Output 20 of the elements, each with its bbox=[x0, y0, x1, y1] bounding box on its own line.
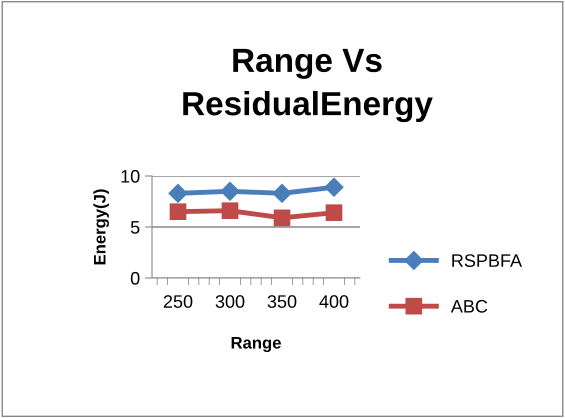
y-tick-label: 10 bbox=[121, 170, 140, 183]
y-tick-label: 0 bbox=[130, 272, 140, 285]
x-tick-label: 250 bbox=[164, 295, 192, 308]
point bbox=[220, 182, 240, 201]
point bbox=[274, 209, 290, 226]
x-axis-title: Range bbox=[232, 337, 281, 352]
point bbox=[170, 203, 186, 220]
y-axis-title: Energy(J) bbox=[93, 189, 109, 264]
legend-label: RSPBFA bbox=[452, 254, 522, 267]
x-tick-label: 350 bbox=[268, 295, 296, 308]
point bbox=[222, 202, 238, 220]
point bbox=[324, 178, 344, 197]
point bbox=[168, 184, 188, 203]
x-tick-label: 400 bbox=[319, 295, 348, 308]
y-tick-label: 5 bbox=[130, 221, 140, 234]
legend-label: ABC bbox=[450, 300, 488, 313]
chart-title: Range Vs ResidualEnergy bbox=[183, 48, 433, 122]
point bbox=[272, 184, 292, 203]
point bbox=[326, 204, 342, 222]
x-tick-label: 300 bbox=[216, 295, 244, 308]
